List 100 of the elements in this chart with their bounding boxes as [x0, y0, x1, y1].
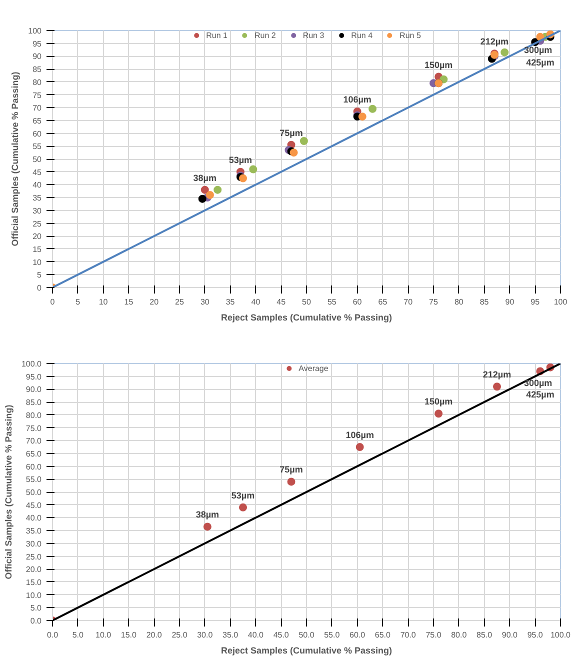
y-tick-label: 70 [32, 104, 42, 113]
point [214, 186, 222, 194]
y-axis-title: Official Samples (Cumulative % Passing) [3, 404, 14, 580]
annotation: 75µm [280, 464, 303, 475]
y-tick-label: 40 [32, 180, 42, 190]
y-tick-label: 95 [32, 39, 42, 48]
x-tick-label: 65.0 [374, 630, 392, 640]
x-tick-label: 80 [454, 298, 464, 306]
x-tick-label: 5.0 [72, 630, 84, 640]
annotation: 106µm [343, 94, 372, 104]
x-tick-label: 40 [251, 298, 261, 306]
annotation: 53µm [231, 490, 255, 500]
x-axis-title: Reject Samples (Cumulative % Passing) [220, 312, 392, 322]
x-tick-label: 0 [50, 298, 56, 306]
x-tick-label: 80.0 [451, 630, 468, 640]
x-tick-label: 15 [124, 298, 134, 306]
x-tick-label: 65 [378, 298, 388, 306]
y-tick-label: 40.0 [26, 514, 42, 523]
annotation: 300µm [524, 378, 552, 388]
x-tick-label: 55.0 [324, 630, 340, 640]
y-tick-label: 35.0 [26, 526, 42, 536]
x-tick-label: 45.0 [273, 630, 290, 640]
y-tick-label: 80.0 [26, 410, 42, 420]
x-tick-label: 90 [505, 298, 515, 306]
y-tick-label: 100.0 [21, 360, 42, 368]
y-tick-label: 75 [32, 90, 42, 100]
point [500, 48, 509, 56]
x-tick-label: 85.0 [476, 630, 493, 640]
x-tick-label: 75.0 [426, 630, 442, 640]
point [203, 522, 212, 531]
x-tick-label: 30.0 [197, 630, 214, 640]
x-tick-label: 70 [404, 298, 414, 306]
y-tick-label: 70.0 [26, 436, 42, 446]
annotation: 150µm [424, 60, 453, 70]
legend-label: Run 1 [206, 30, 228, 40]
y-tick-label: 10.0 [26, 590, 42, 600]
x-tick-label: 15.0 [120, 630, 138, 640]
x-tick-label: 55 [327, 298, 337, 306]
annotation: 425µm [526, 58, 554, 68]
x-tick-label: 10.0 [96, 630, 112, 640]
x-tick-label: 35 [226, 298, 236, 306]
x-tick-label: 95 [530, 298, 540, 306]
y-tick-label: 10 [32, 258, 42, 267]
y-tick-label: 25 [32, 219, 42, 228]
annotation: 75µm [280, 128, 303, 138]
x-tick-label: 20 [150, 298, 160, 306]
point [239, 503, 247, 512]
annotation: 212µm [482, 370, 512, 380]
y-tick-label: 50.0 [26, 488, 42, 497]
legend-label: Average [298, 364, 328, 372]
annotation: 106µm [346, 430, 374, 440]
x-tick-label: 90.0 [502, 630, 518, 640]
point [239, 174, 247, 182]
annotation: 38µm [196, 510, 220, 520]
y-tick-label: 0 [37, 284, 42, 292]
y-tick-label: 0.0 [30, 616, 42, 626]
x-tick-label: 25.0 [172, 630, 188, 640]
point [300, 137, 308, 146]
x-tick-label: 50.0 [298, 630, 315, 640]
x-tick-label: 60.0 [350, 630, 366, 640]
y-tick-label: 20 [32, 232, 42, 242]
x-tick-label: 5 [76, 298, 81, 306]
y-tick-label: 100 [28, 26, 42, 36]
point [287, 478, 296, 486]
point [249, 165, 258, 174]
point [356, 443, 364, 452]
legend-label: Run 3 [302, 30, 324, 40]
x-tick-label: 40.0 [248, 630, 264, 640]
y-tick-label: 45 [32, 168, 42, 177]
x-tick-label: 60 [352, 298, 362, 306]
legend-label: Run 4 [351, 30, 373, 40]
point [200, 186, 209, 194]
y-tick-label: 15.0 [26, 578, 42, 587]
y-tick-label: 60.0 [26, 462, 42, 472]
y-tick-label: 30.0 [26, 539, 42, 548]
point [358, 112, 366, 121]
annotation: 425µm [526, 389, 554, 400]
annotation: 53µm [228, 154, 252, 165]
y-tick-label: 85.0 [26, 398, 42, 408]
x-tick-label: 25 [175, 298, 184, 306]
y-tick-label: 25.0 [26, 552, 42, 562]
x-tick-label: 100 [554, 298, 568, 306]
y-tick-label: 45.0 [26, 500, 42, 510]
y-tick-label: 60 [32, 129, 42, 138]
legend-label: Run 2 [254, 30, 276, 40]
annotation: 212µm [480, 36, 509, 47]
y-tick-label: 90 [32, 52, 42, 62]
x-tick-label: 75 [429, 298, 438, 306]
x-tick-label: 20.0 [146, 630, 162, 640]
x-axis-title: Reject Samples (Cumulative % Passing) [220, 646, 392, 656]
y-tick-label: 20.0 [26, 565, 42, 574]
point [198, 194, 206, 203]
x-tick-label: 35.0 [222, 630, 239, 640]
y-tick-label: 55 [32, 142, 42, 152]
y-tick-label: 35 [32, 194, 42, 203]
y-tick-label: 75.0 [26, 424, 42, 433]
x-tick-label: 30 [200, 298, 210, 306]
legend-label: Run 5 [400, 30, 421, 40]
x-tick-label: 10 [98, 298, 108, 306]
point [290, 148, 298, 157]
